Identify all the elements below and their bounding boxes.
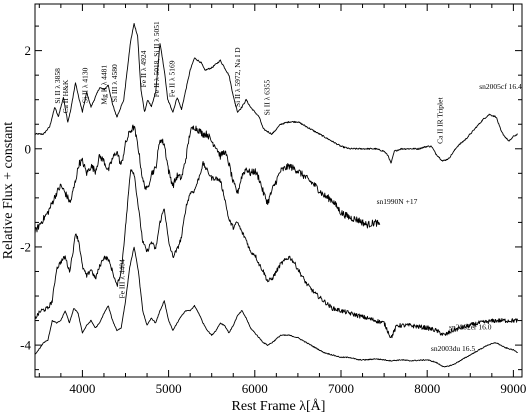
line-annotation-10: Ca II IR Triplet (436, 97, 445, 144)
y-axis-title: Relative Flux + constant (1, 122, 16, 259)
series-label-0: sn2005cf 16.4 (479, 82, 522, 91)
line-annotation-3: Mg II λ 4481 (100, 65, 109, 105)
line-annotation-0: Si II λ 3858 (53, 68, 62, 104)
y-tick-label-1: 0 (25, 141, 32, 156)
tick-layer: 4000 5000 6000 7000 8000 9000 2 0 -2 -4 (20, 4, 526, 396)
line-annotation-6: Fe II λ 5018, Si II λ 5051 (152, 21, 161, 97)
line-annotation-2: Si II λ 4130 (81, 67, 90, 103)
x-axis-title: Rest Frame λ[Å] (232, 398, 326, 414)
line-annotation-11: Fe III λ 4404 (118, 259, 127, 299)
line-annotation-9: Si II λ 6355 (262, 80, 271, 116)
series-label-layer: sn2005cf 16.4 sn1990N +17 sn2002er 16.0 sn2… (377, 82, 522, 353)
y-tick-label-3: -4 (20, 338, 31, 353)
line-annotation-5: Fe II λ 4924 (139, 50, 148, 87)
series-line-2 (34, 160, 519, 339)
series-line-3 (34, 246, 518, 368)
x-tick-label-1: 5000 (156, 381, 182, 396)
y-tick-label-0: 2 (25, 43, 32, 58)
y-tick-label-2: -2 (20, 239, 31, 254)
series-line-1 (34, 124, 381, 235)
series-layer (34, 22, 519, 368)
plot-frame (34, 3, 523, 378)
x-tick-label-2: 6000 (242, 381, 268, 396)
line-annotation-4: Si III λ 4580 (110, 64, 119, 102)
series-label-3: sn2003du 16.5 (431, 344, 475, 353)
x-tick-label-0: 4000 (69, 381, 95, 396)
series-label-2: sn2002er 16.0 (449, 322, 492, 331)
series-label-1: sn1990N +17 (377, 197, 418, 206)
line-annotation-1: Ca II H&K (61, 79, 70, 113)
series-line-0 (34, 22, 518, 164)
x-tick-label-5: 9000 (500, 381, 526, 396)
line-annotation-7: Fe II λ 5169 (168, 60, 177, 97)
x-tick-label-3: 7000 (328, 381, 354, 396)
line-annotation-8: Si II λ 5972, Na I D (233, 47, 242, 107)
x-tick-label-4: 8000 (414, 381, 440, 396)
